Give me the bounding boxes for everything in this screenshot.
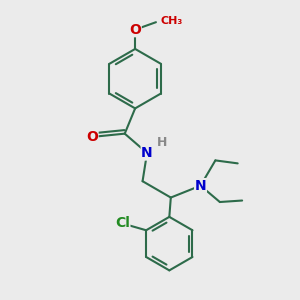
Text: H: H	[157, 136, 167, 149]
Text: Cl: Cl	[115, 216, 130, 230]
Text: CH₃: CH₃	[160, 16, 183, 26]
Text: O: O	[129, 22, 141, 37]
Text: N: N	[195, 179, 206, 193]
Text: N: N	[141, 146, 153, 160]
Text: O: O	[86, 130, 98, 144]
